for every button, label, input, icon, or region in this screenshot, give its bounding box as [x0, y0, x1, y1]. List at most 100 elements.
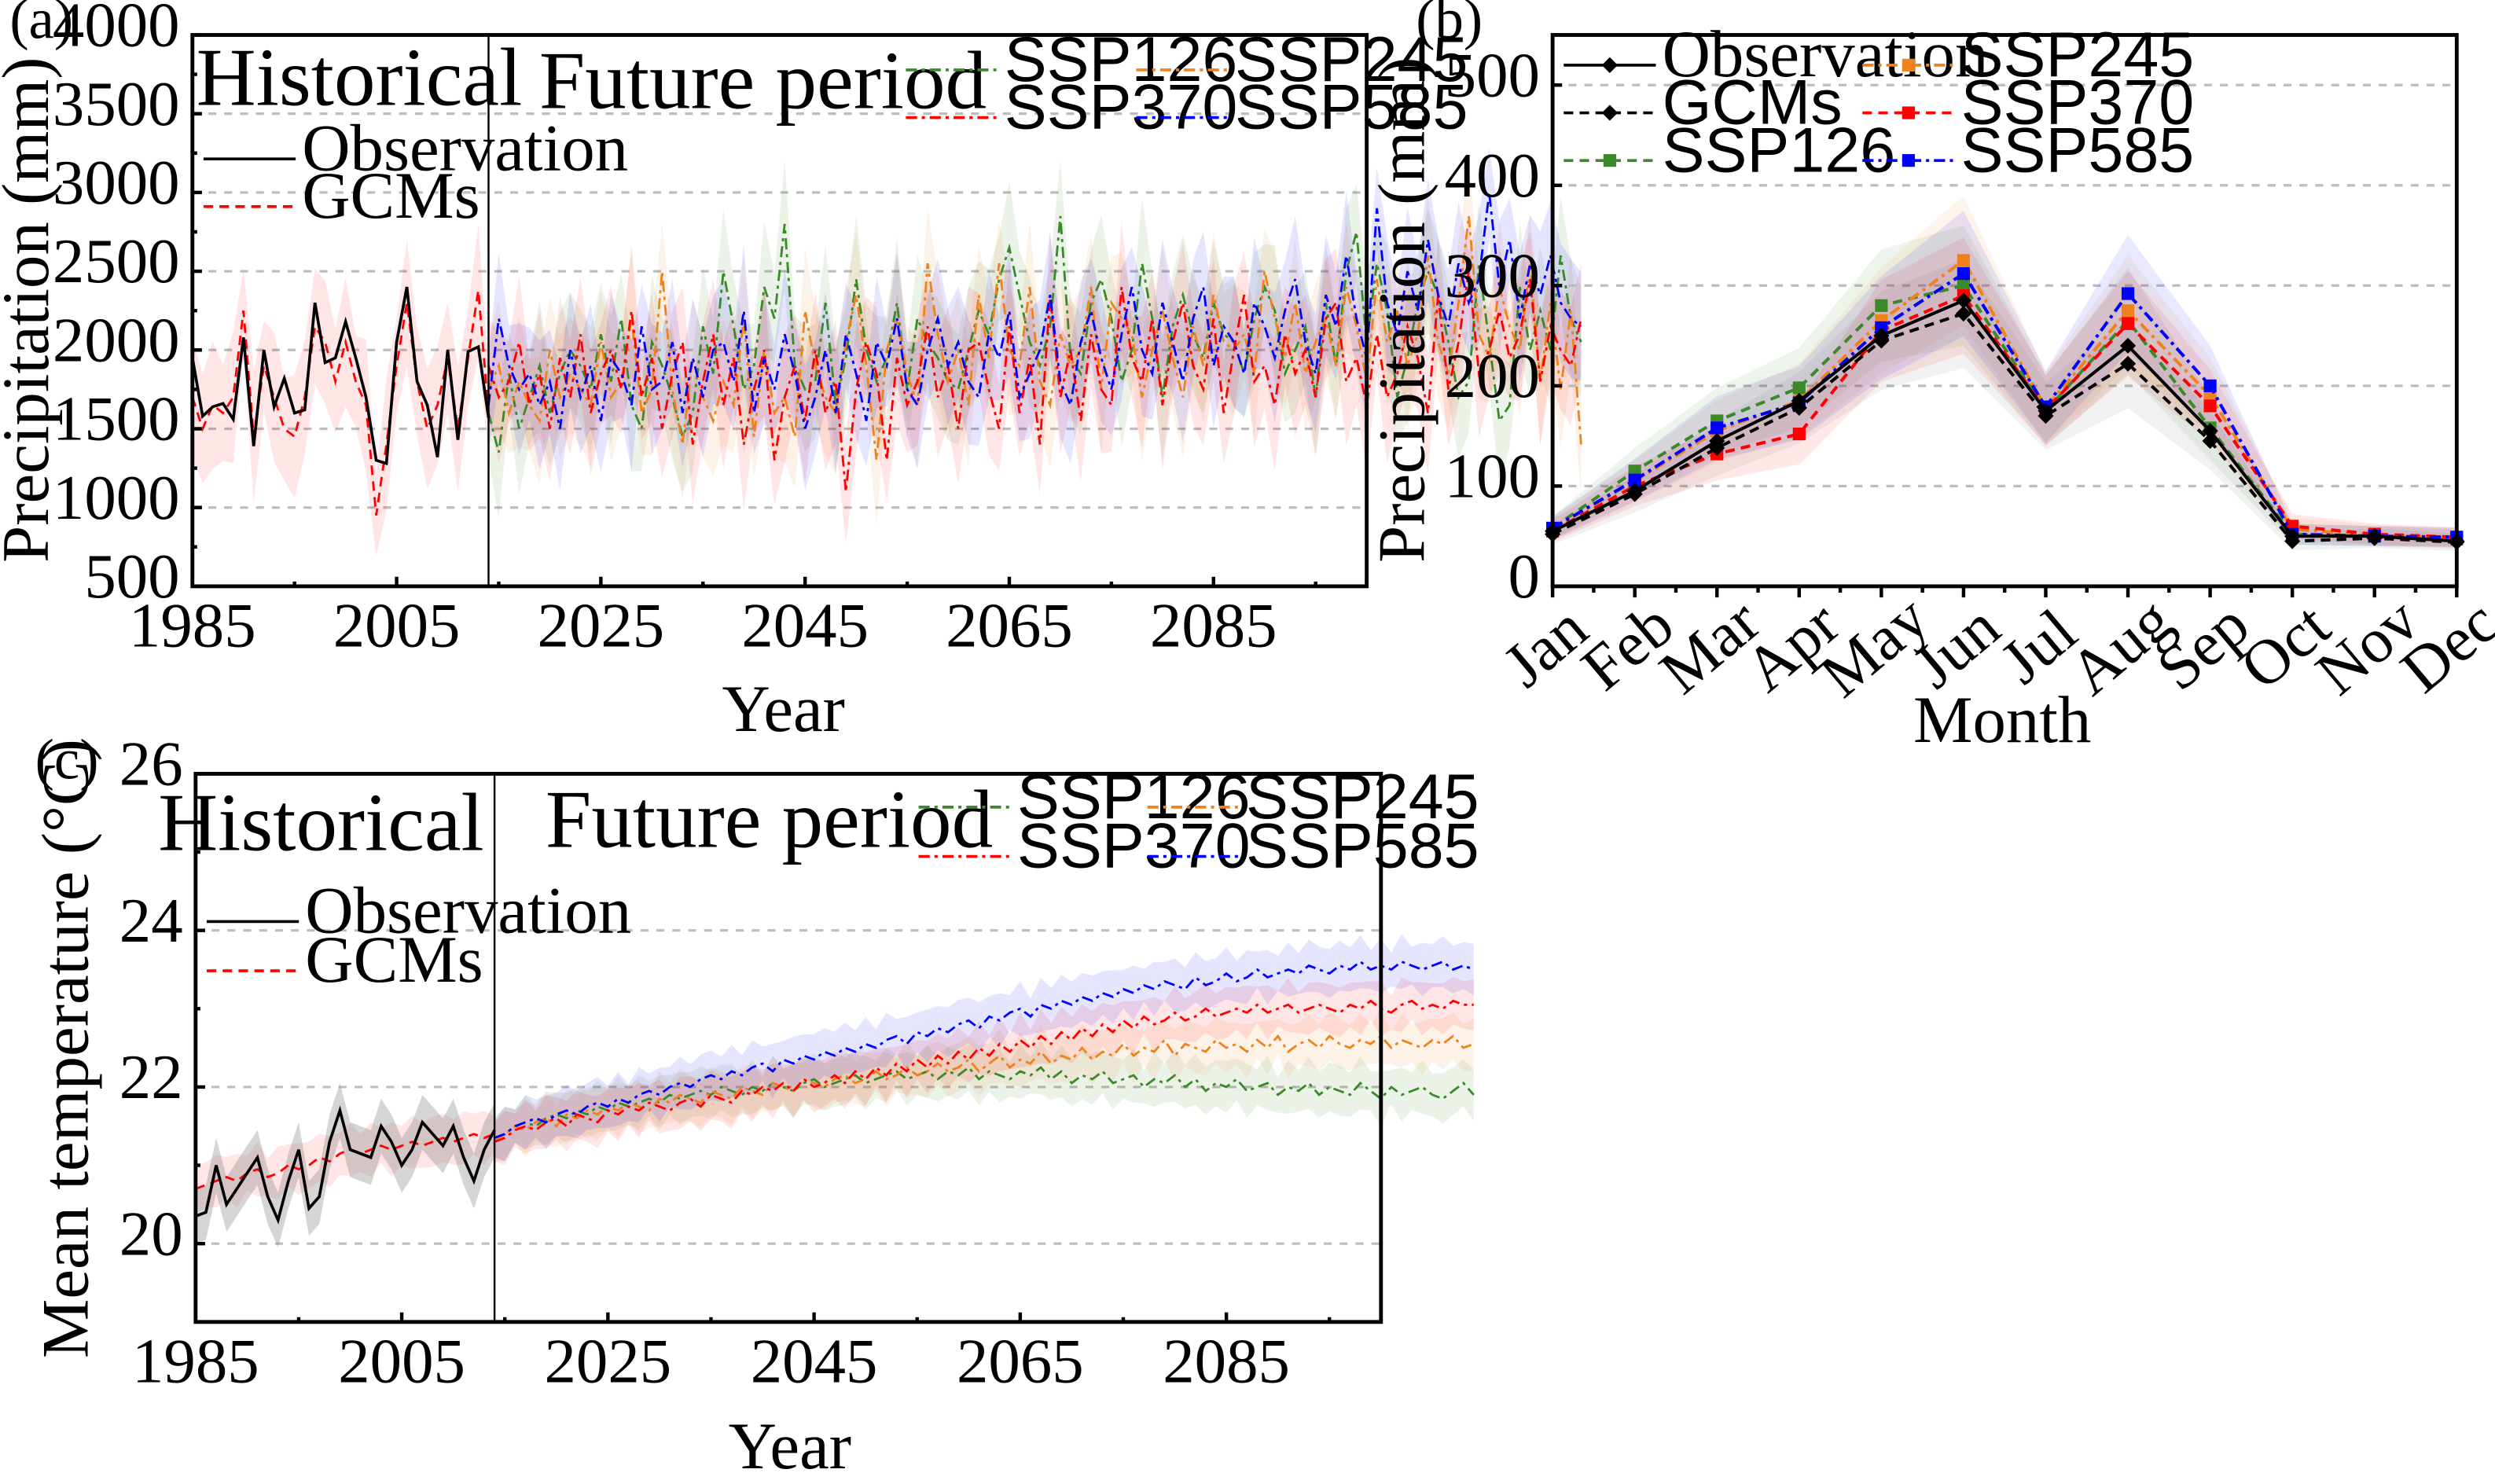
- panel-a-xtick-label: 2025: [538, 591, 665, 661]
- panel-b-precipitation-monthly: 0100200300400500JanFebMarAprMayJunJulAug…: [1365, 0, 2495, 757]
- panel-c-ytick-label: 24: [119, 886, 183, 956]
- panel-b-point-ssp585: [1957, 266, 1971, 281]
- panel-b-line-ssp585: [1552, 271, 2457, 539]
- panel-b-line-observation: [1552, 298, 2457, 543]
- panel-a-legend-label-ssp126: SSP126: [1005, 24, 1238, 95]
- panel-a-ytick-label: 2500: [53, 226, 180, 296]
- panel-b-line-gcms: [1552, 311, 2457, 544]
- panel-c-legend-label-gcms: GCMs: [305, 923, 483, 997]
- panel-b-point-ssp370: [1792, 427, 1806, 441]
- panel-b-point-ssp585: [1710, 421, 1724, 435]
- panel-a-ytick-label: 4000: [53, 0, 180, 61]
- panel-b-point-ssp126: [1875, 299, 1888, 312]
- panel-a-ytick-label: 2000: [53, 305, 180, 375]
- panel-c-band-observation: [195, 1082, 495, 1248]
- panel-b-point-observation: [2038, 402, 2054, 419]
- panel-b-point-ssp126: [1957, 279, 1971, 292]
- panel-a-legend-label-gcms: GCMs: [302, 159, 480, 233]
- panel-b-ytick-label: 200: [1445, 341, 1540, 411]
- panel-b-point-observation: [2366, 528, 2383, 545]
- panel-b-point-ssp126: [1792, 381, 1806, 395]
- panel-b-legend-marker-ssp245: [1902, 58, 1915, 72]
- panel-c-line-observation: [195, 1105, 496, 1225]
- panel-b-legend-label-gcms: GCMs: [1663, 68, 1843, 138]
- panel-c-xtick-label: 2045: [751, 1327, 878, 1397]
- panel-a-legend-label-observation: Observation: [302, 111, 628, 185]
- panel-b-legend-marker-gcms: [1601, 105, 1618, 121]
- panel-a-xtick-label: 2085: [1150, 591, 1277, 661]
- panel-b-point-ssp585: [1628, 473, 1641, 487]
- panel-b-point-gcms: [2119, 355, 2137, 372]
- panel-a-label: (a): [9, 0, 73, 51]
- panel-c-line-ssp370: [494, 999, 1474, 1143]
- panel-a-xlabel: Year: [722, 672, 845, 746]
- panel-b-band-gcms: [1552, 259, 2457, 552]
- panel-c-ytick-label: 20: [119, 1199, 183, 1269]
- panel-a-band-ssp585: [488, 148, 1582, 491]
- panel-c-band-ssp585: [494, 934, 1474, 1162]
- panel-c-ytick-label: 22: [119, 1042, 183, 1112]
- panel-c-band-ssp126: [494, 1040, 1474, 1162]
- panel-a-ytick-label: 1500: [53, 384, 180, 454]
- panel-b-xlabel: Month: [1913, 683, 2091, 757]
- panel-b-legend-marker-observation: [1601, 57, 1618, 73]
- panel-b-point-observation: [2284, 528, 2301, 545]
- panel-c-ylabel: Mean temperature (°C): [28, 739, 102, 1358]
- panel-a-xtick-label: 2065: [946, 591, 1073, 661]
- panel-a-ytick-label: 3000: [53, 148, 180, 218]
- panel-b-ytick-label: 0: [1508, 542, 1540, 612]
- panel-b-legend-label-ssp126: SSP126: [1663, 115, 1896, 186]
- panel-b-legend-label-observation: Observation: [1663, 17, 1989, 91]
- panel-c-legend-label-ssp585: SSP585: [1246, 811, 1479, 882]
- panel-b-legend-marker-ssp370: [1902, 106, 1915, 119]
- panel-a-legend-label-ssp585: SSP585: [1235, 72, 1468, 143]
- panel-a-ytick-label: 3500: [53, 69, 180, 139]
- panel-a-ylabel: Precipitation (mm): [0, 57, 63, 562]
- panel-b-ylabel: Precipitation (mm): [1365, 57, 1439, 562]
- panel-a-band-gcms: [192, 224, 489, 556]
- panel-b-legend-label-ssp370: SSP370: [1961, 68, 2195, 138]
- panel-b-point-ssp245: [1957, 254, 1971, 267]
- panel-c-band-gcms: [195, 1111, 495, 1214]
- panel-c-mean-temperature: 20 22 24 26 1985 2005 2025 2045 2065 2085 (c) Histo…: [28, 727, 1479, 1482]
- panel-b-point-observation: [1955, 292, 1972, 309]
- panel-b-legend-marker-ssp585: [1902, 154, 1915, 167]
- panel-b-ytick-label: 400: [1445, 141, 1540, 211]
- panel-b-point-ssp245: [2121, 304, 2135, 318]
- panel-c-label: (c): [35, 727, 99, 791]
- panel-c-legend-label-ssp126: SSP126: [1017, 762, 1251, 832]
- panel-c-band-ssp370: [494, 977, 1474, 1166]
- panel-b-legend-label-ssp245: SSP245: [1961, 20, 2195, 90]
- panel-c-line-ssp245: [494, 1034, 1475, 1143]
- panel-b-ytick-label: 300: [1445, 241, 1540, 310]
- panel-a-line-observation: [190, 286, 491, 465]
- panel-a-ytick-label: 1000: [53, 463, 180, 533]
- panel-a-future-label: Future period: [539, 34, 987, 126]
- panel-b-line-ssp370: [1552, 293, 2457, 539]
- panel-c-legend-label-observation: Observation: [305, 874, 631, 948]
- panel-b-point-ssp370: [2203, 399, 2217, 413]
- panel-a-legend-label-ssp370: SSP370: [1005, 72, 1238, 143]
- panel-a-xtick-label: 2045: [741, 591, 869, 661]
- panel-a-legend-label-ssp245: SSP245: [1235, 24, 1468, 95]
- panel-c-xtick-label: 1985: [132, 1327, 259, 1397]
- panel-b-point-ssp585: [2121, 287, 2135, 300]
- panel-b-line-ssp245: [1552, 258, 2457, 540]
- panel-c-legend-label-ssp245: SSP245: [1246, 762, 1479, 832]
- panel-c-xtick-label: 2085: [1163, 1327, 1290, 1397]
- panel-b-legend-marker-ssp126: [1603, 154, 1616, 167]
- panel-b-legend-label-ssp585: SSP585: [1961, 115, 2195, 186]
- panel-c-xtick-label: 2025: [544, 1327, 671, 1397]
- panel-a-line-gcms: [191, 289, 490, 516]
- panel-b-ytick-label: 500: [1445, 40, 1540, 110]
- panel-b-point-ssp585: [2203, 379, 2217, 392]
- panel-a-ytick-label: 500: [84, 542, 179, 612]
- panel-b-ytick-label: 100: [1445, 442, 1540, 512]
- panel-c-legend-label-ssp370: SSP370: [1017, 811, 1251, 882]
- panel-c-historical-label: Historical: [158, 776, 483, 868]
- panel-a-xtick-label: 2005: [333, 591, 461, 661]
- panel-c-band-ssp245: [494, 1008, 1474, 1162]
- panel-a-band-ssp245: [488, 164, 1582, 527]
